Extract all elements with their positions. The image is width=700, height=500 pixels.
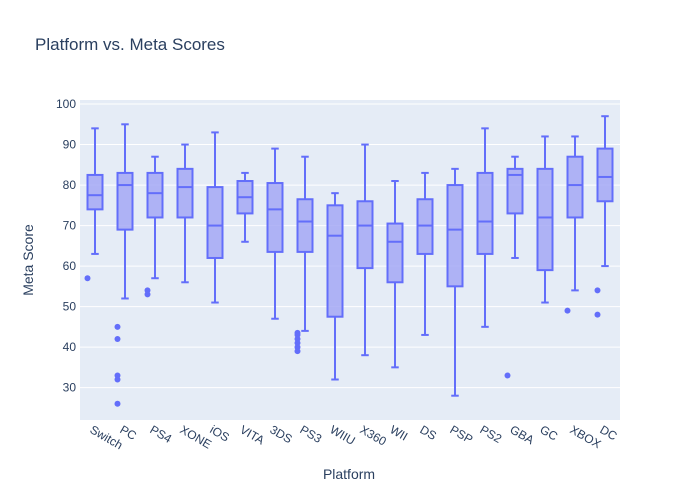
y-tick-label: 80 xyxy=(63,178,77,192)
x-tick-label: GC xyxy=(538,422,561,443)
box-iqr xyxy=(536,167,554,272)
x-tick-label: WII xyxy=(388,422,411,443)
box-iqr xyxy=(386,222,404,284)
y-tick-label: 90 xyxy=(63,138,77,152)
box-pc xyxy=(114,123,134,407)
y-tick-label: 70 xyxy=(63,219,77,233)
box-iqr xyxy=(446,184,464,288)
y-tick-label: 40 xyxy=(63,340,77,354)
x-tick-label: DS xyxy=(418,422,439,442)
chart-title: Platform vs. Meta Scores xyxy=(35,35,225,54)
box-iqr xyxy=(146,171,164,219)
x-tick-label: PS4 xyxy=(148,422,175,446)
outlier-point xyxy=(114,376,121,383)
box-iqr xyxy=(266,182,284,253)
outlier-point xyxy=(84,275,91,282)
box-iqr xyxy=(476,171,494,255)
x-tick-label: PSP xyxy=(448,422,476,446)
boxes-layer xyxy=(84,115,614,407)
y-tick-label: 30 xyxy=(63,381,77,395)
box-xbox xyxy=(564,135,584,314)
box-x360 xyxy=(356,143,374,357)
box-switch xyxy=(84,127,104,282)
outlier-point xyxy=(114,323,121,330)
x-tick-label: PS3 xyxy=(298,422,325,446)
x-tick-label: XONE xyxy=(178,422,214,451)
box-ios xyxy=(206,131,224,304)
box-gba xyxy=(504,155,524,379)
x-axis-title: Platform xyxy=(323,466,375,482)
y-tick-label: 50 xyxy=(63,300,77,314)
box-ds xyxy=(416,171,434,336)
x-tick-label: PS2 xyxy=(478,422,505,446)
box-vita xyxy=(236,171,254,243)
box-iqr xyxy=(356,200,374,270)
box-xone xyxy=(176,143,194,284)
box-iqr xyxy=(296,198,314,253)
box-iqr xyxy=(326,204,344,318)
outlier-point xyxy=(594,287,601,294)
y-axis-title: Meta Score xyxy=(20,224,36,296)
outlier-point xyxy=(144,291,151,298)
outlier-point xyxy=(114,335,121,342)
y-tick-labels: 30 40 50 60 70 80 90 100 xyxy=(56,97,76,395)
x-tick-label: X360 xyxy=(358,422,390,448)
box-iqr xyxy=(206,186,224,259)
x-tick-label: GBA xyxy=(508,422,537,447)
box-ps4 xyxy=(144,155,164,298)
box-iqr xyxy=(116,171,134,231)
box-iqr xyxy=(176,167,194,219)
x-tick-label: XBOX xyxy=(568,422,604,451)
box-ps2 xyxy=(476,127,494,328)
x-tick-label: Switch xyxy=(88,422,126,452)
box-iqr xyxy=(566,155,584,219)
box-wiiu xyxy=(326,192,344,381)
y-tick-label: 60 xyxy=(63,259,77,273)
x-tick-label: VITA xyxy=(238,422,267,447)
outlier-point xyxy=(564,307,571,314)
box-3ds xyxy=(266,147,284,320)
box-gc xyxy=(536,135,554,304)
y-tick-label: 100 xyxy=(56,97,76,111)
box-wii xyxy=(386,180,404,369)
plot-background xyxy=(80,100,620,420)
outlier-point xyxy=(114,400,121,407)
outlier-point xyxy=(594,311,601,318)
gridlines xyxy=(80,103,620,389)
x-tick-label: WIIU xyxy=(328,422,358,447)
box-ps3 xyxy=(294,155,314,355)
box-dc xyxy=(594,115,614,318)
box-iqr xyxy=(596,147,614,203)
box-psp xyxy=(446,167,464,397)
x-tick-label: 3DS xyxy=(268,422,295,446)
box-iqr xyxy=(416,198,434,255)
outlier-point xyxy=(504,372,511,379)
outlier-point xyxy=(294,348,301,355)
box-iqr xyxy=(506,167,524,215)
box-iqr xyxy=(86,173,104,211)
